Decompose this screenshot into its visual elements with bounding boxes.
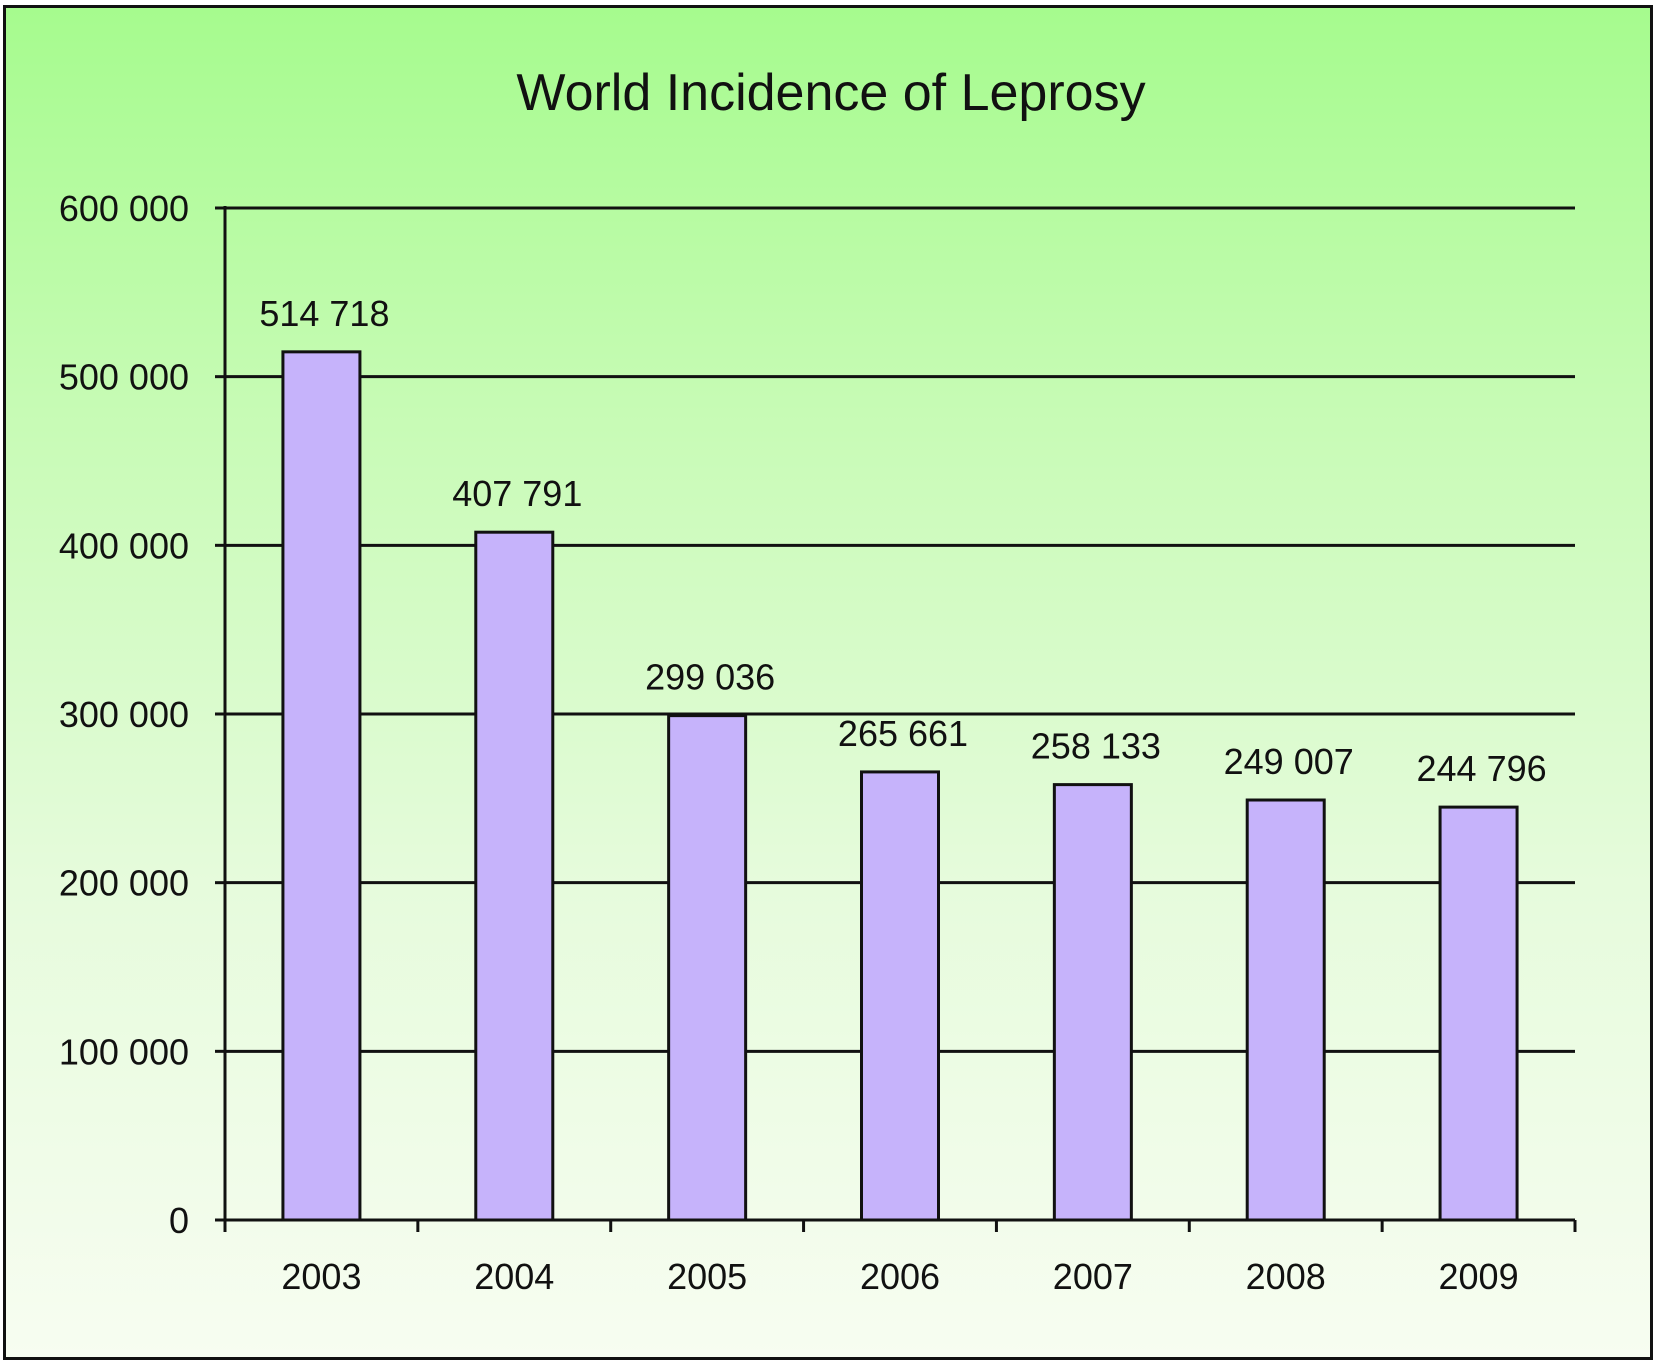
data-label-2004: 407 791: [452, 473, 582, 514]
data-label-2009: 244 796: [1417, 748, 1547, 789]
bar-chart: World Incidence of Leprosy 0 100 000 200 0…: [59, 64, 1577, 1297]
bar-2003: [281, 350, 362, 1222]
chart-title: World Incidence of Leprosy: [516, 64, 1145, 122]
bar-2004: [474, 530, 555, 1222]
x-tick-label-2003: 2003: [281, 1256, 361, 1297]
x-tick-label-2004: 2004: [474, 1256, 554, 1297]
x-tick-label-2009: 2009: [1439, 1256, 1519, 1297]
y-tick-label: 300 000: [59, 694, 189, 735]
axes: 0 100 000 200 000 300 000 400 000 500 000 600 …: [59, 188, 1577, 1297]
bars: [281, 350, 1519, 1222]
x-tick-label-2008: 2008: [1246, 1256, 1326, 1297]
gridlines: [225, 206, 1575, 1053]
x-tick-label-2006: 2006: [860, 1256, 940, 1297]
bar-2007: [1052, 783, 1133, 1222]
bar-2009: [1438, 805, 1519, 1222]
y-tick-label: 600 000: [59, 188, 189, 229]
y-tick-label: 0: [169, 1200, 189, 1241]
x-tick-label-2007: 2007: [1053, 1256, 1133, 1297]
data-label-2008: 249 007: [1224, 741, 1354, 782]
chart-frame: World Incidence of Leprosy 0 100 000 200 0…: [3, 5, 1653, 1360]
y-tick-label: 500 000: [59, 357, 189, 398]
data-label-2005: 299 036: [645, 657, 775, 698]
x-tick-label-2005: 2005: [667, 1256, 747, 1297]
y-tick-label: 100 000: [59, 1031, 189, 1072]
bar-2008: [1245, 798, 1326, 1222]
bar-2005: [667, 714, 748, 1222]
data-label-2003: 514 718: [259, 293, 389, 334]
data-labels: 514 718 407 791 299 036 265 661 258 133 249 0…: [259, 293, 1546, 789]
y-tick-label: 200 000: [59, 863, 189, 904]
bar-2006: [860, 770, 940, 1222]
data-label-2007: 258 133: [1031, 726, 1161, 767]
y-tick-label: 400 000: [59, 525, 189, 566]
data-label-2006: 265 661: [838, 713, 968, 754]
